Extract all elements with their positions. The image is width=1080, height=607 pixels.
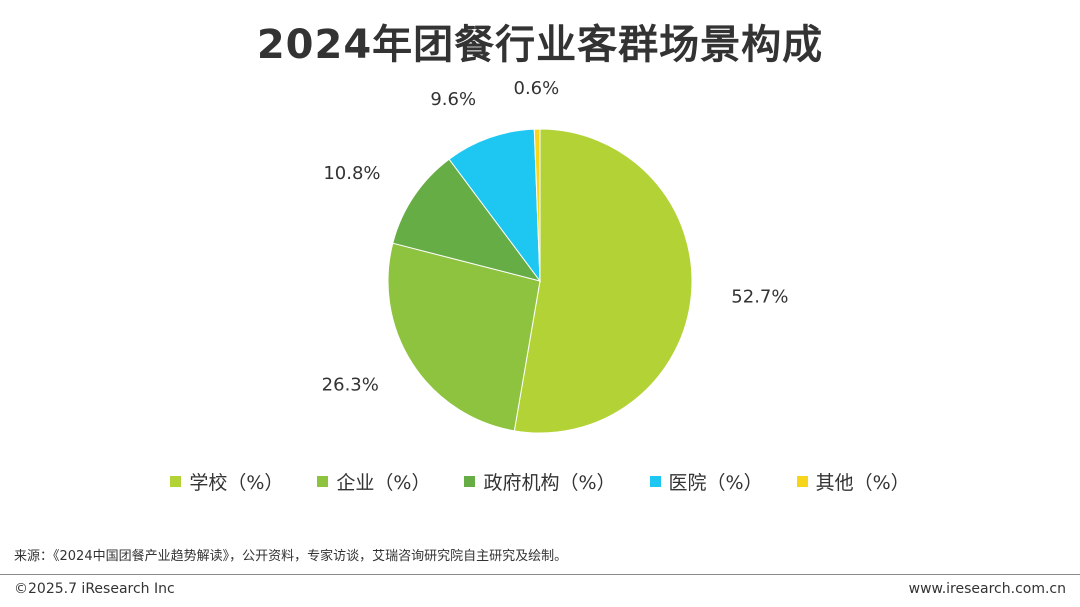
footer-divider	[0, 574, 1080, 575]
legend-swatch	[649, 476, 661, 487]
legend: 学校（%） 企业（%） 政府机构（%） 医院（%） 其他（%）	[0, 468, 1080, 495]
legend-swatch	[317, 476, 329, 487]
source-note: 来源：《2024中国团餐产业趋势解读》，公开资料，专家访谈，艾瑞咨询研究院自主研…	[14, 549, 568, 564]
legend-swatch	[796, 476, 808, 487]
chart-title: 2024年团餐行业客群场景构成	[256, 22, 824, 68]
legend-item: 学校（%）	[170, 468, 283, 495]
legend-item: 医院（%）	[649, 468, 763, 495]
legend-label: 政府机构（%）	[483, 472, 616, 494]
legend-item: 企业（%）	[317, 468, 430, 495]
legend-item: 其他（%）	[796, 468, 910, 495]
pie-slice	[392, 158, 542, 282]
copyright-text: ©2025.7 iResearch Inc	[14, 581, 175, 597]
pie-slice	[448, 128, 541, 283]
legend-swatch	[464, 476, 476, 487]
legend-label: 学校（%）	[189, 472, 284, 494]
slice-data-label: 52.7%	[731, 286, 788, 307]
slice-data-label: 0.6%	[514, 78, 560, 99]
pie-slice	[513, 128, 693, 434]
slice-data-label: 9.6%	[430, 89, 476, 110]
legend-label: 其他（%）	[815, 472, 910, 494]
slice-data-label: 10.8%	[323, 163, 380, 184]
pie-slice	[387, 242, 541, 432]
legend-swatch	[170, 476, 182, 487]
legend-label: 企业（%）	[336, 472, 431, 494]
legend-label: 医院（%）	[668, 472, 763, 494]
website-link[interactable]: www.iresearch.com.cn	[908, 581, 1066, 597]
pie-slice	[533, 128, 541, 282]
legend-item: 政府机构（%）	[464, 468, 616, 495]
slice-data-label: 26.3%	[322, 374, 379, 395]
